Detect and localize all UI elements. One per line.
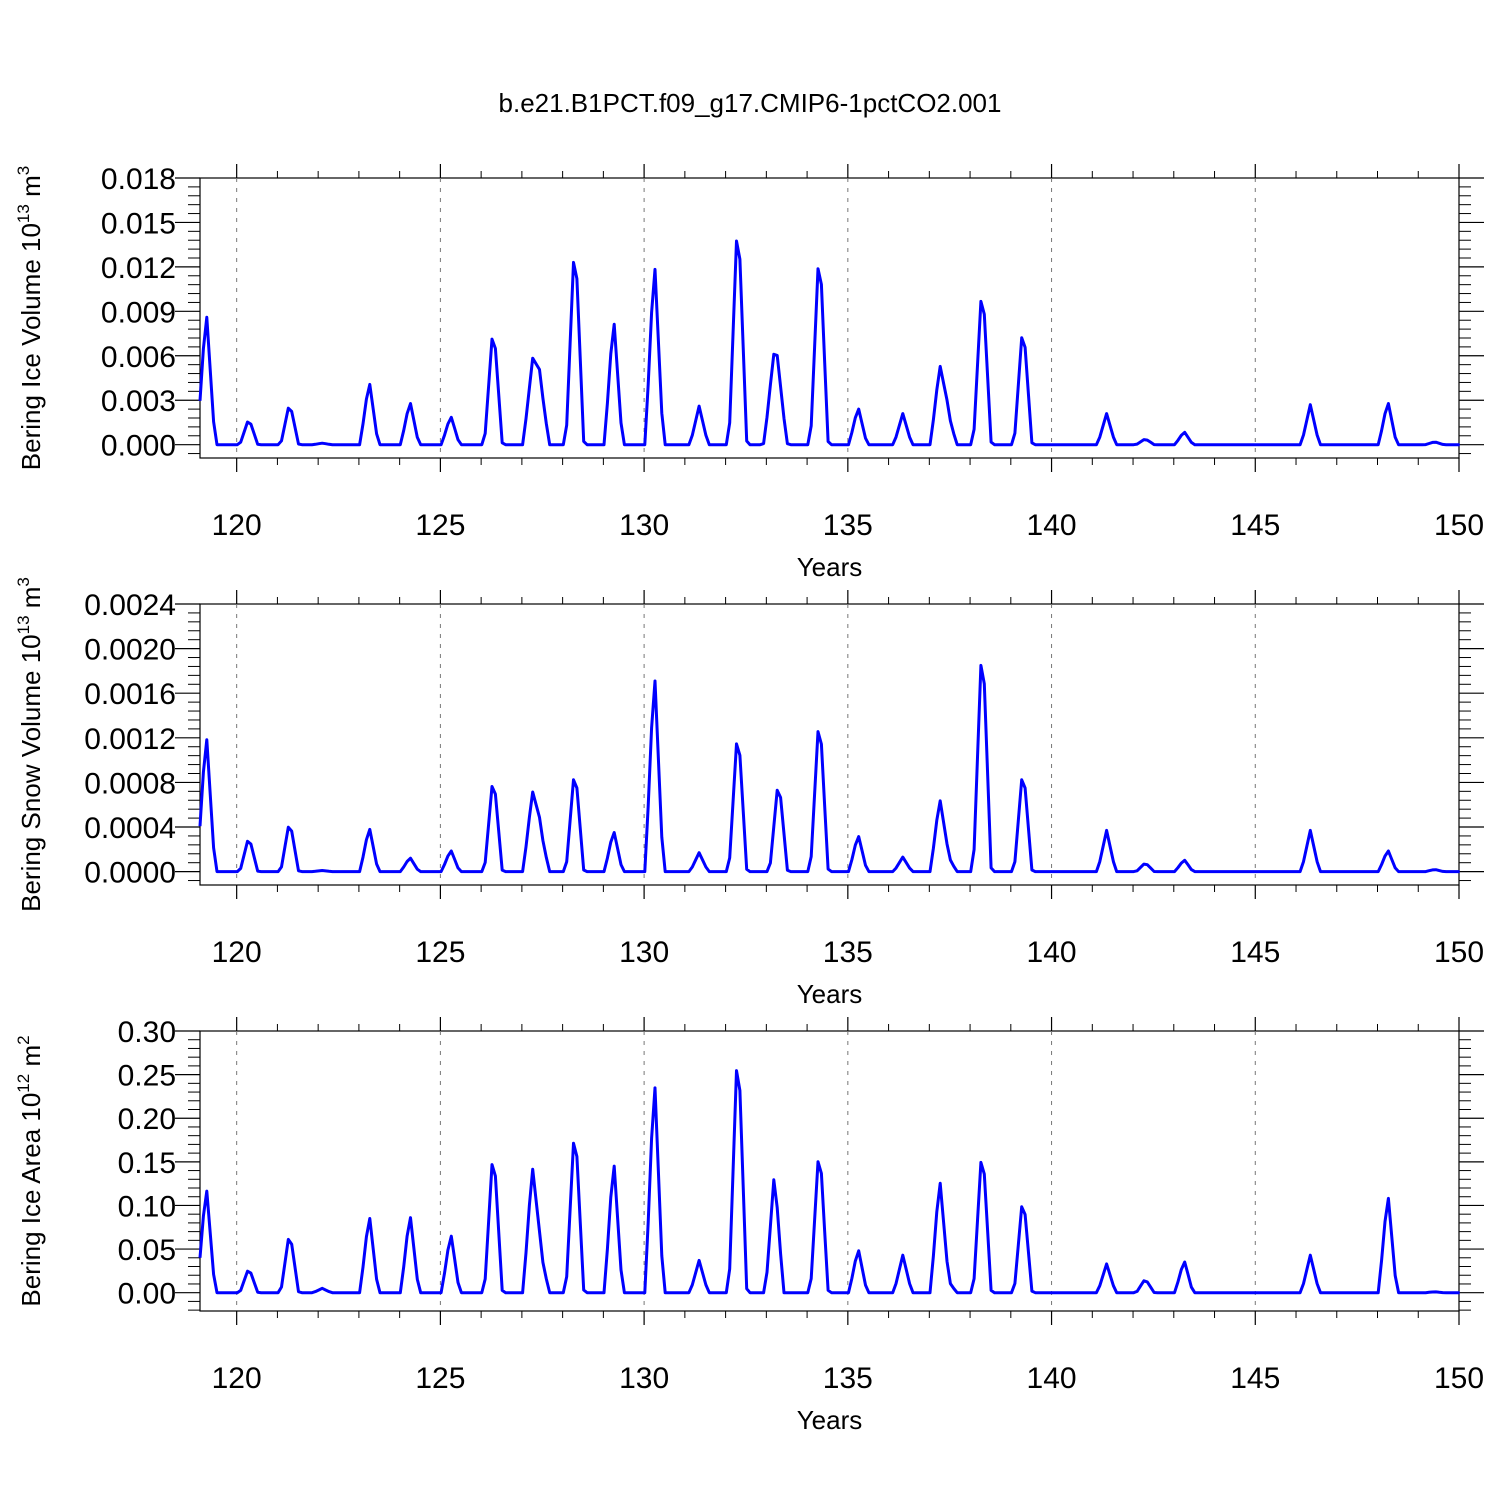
x-tick-label: 145	[1230, 1362, 1280, 1395]
y-tick-label: 0.15	[118, 1147, 176, 1180]
y-tick-label: 0.0024	[84, 589, 176, 622]
y-tick-label: 0.003	[101, 385, 176, 418]
x-tick-label: 135	[823, 936, 873, 969]
y-tick-label: 0.009	[101, 296, 176, 329]
x-tick-label: 125	[415, 509, 465, 542]
y-tick-label: 0.000	[101, 430, 176, 463]
y-tick-label: 0.05	[118, 1234, 176, 1267]
x-tick-label: 120	[212, 509, 262, 542]
series-line	[198, 663, 1460, 874]
y-tick-label: 0.0004	[84, 812, 176, 845]
y-tick-label: 0.0000	[84, 857, 176, 890]
y-tick-label: 0.25	[118, 1060, 176, 1093]
x-axis-label: Years	[797, 1405, 863, 1435]
chart-panel-top: 120 125 130 135 140 145 150 0.000 0.003 0.006 0.00…	[14, 163, 1484, 582]
x-tick-label: 125	[415, 1362, 465, 1395]
y-tick-label: 0.0008	[84, 767, 176, 800]
x-tick-label: 150	[1434, 1362, 1484, 1395]
x-tick-label: 130	[619, 936, 669, 969]
y-tick-label: 0.30	[118, 1016, 176, 1049]
x-axis-label: Years	[797, 552, 863, 582]
x-tick-label: 130	[619, 1362, 669, 1395]
y-axis-label: Bering Snow Volume 1013 m3	[14, 577, 46, 912]
x-tick-label: 145	[1230, 936, 1280, 969]
x-tick-label: 140	[1027, 1362, 1077, 1395]
chart-panel-bottom: 120 125 130 135 140 145 150 0.00 0.05 0.10 0.15 0.2…	[14, 1016, 1484, 1435]
y-tick-label: 0.015	[101, 207, 176, 240]
y-tick-label: 0.00	[118, 1278, 176, 1311]
y-tick-label: 0.018	[101, 163, 176, 196]
x-tick-label: 135	[823, 509, 873, 542]
y-tick-label: 0.20	[118, 1103, 176, 1136]
x-tick-label: 140	[1027, 509, 1077, 542]
x-axis-label: Years	[797, 979, 863, 1009]
y-axis-label: Bering Ice Volume 1013 m3	[14, 166, 46, 470]
y-axis-label: Bering Ice Area 1012 m2	[14, 1035, 46, 1306]
y-tick-label: 0.006	[101, 341, 176, 374]
series-line	[198, 1069, 1460, 1295]
y-tick-label: 0.0016	[84, 678, 176, 711]
x-tick-label: 145	[1230, 509, 1280, 542]
y-tick-label: 0.0020	[84, 634, 176, 667]
x-tick-label: 150	[1434, 936, 1484, 969]
y-tick-label: 0.012	[101, 252, 176, 285]
x-tick-label: 125	[415, 936, 465, 969]
y-tick-label: 0.10	[118, 1190, 176, 1223]
x-tick-label: 120	[212, 1362, 262, 1395]
x-tick-label: 120	[212, 936, 262, 969]
series-line	[198, 239, 1460, 447]
x-tick-label: 130	[619, 509, 669, 542]
x-tick-label: 150	[1434, 509, 1484, 542]
plot-frame	[199, 603, 1460, 886]
x-tick-label: 135	[823, 1362, 873, 1395]
figure-title: b.e21.B1PCT.f09_g17.CMIP6-1pctCO2.001	[499, 88, 1002, 118]
plot-frame	[199, 1030, 1460, 1312]
chart-panel-middle: 120 125 130 135 140 145 150 0.0000 0.0004 0.0008 0…	[14, 577, 1484, 1009]
plot-frame	[199, 177, 1460, 459]
y-tick-label: 0.0012	[84, 723, 176, 756]
x-tick-label: 140	[1027, 936, 1077, 969]
